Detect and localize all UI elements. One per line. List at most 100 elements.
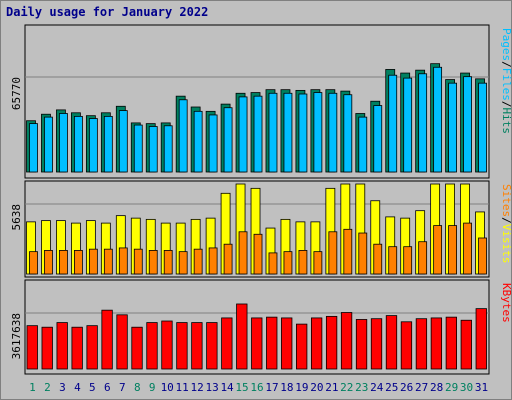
bar-kbytes-day-24: [370, 318, 383, 370]
x-tick-day-4: 4: [74, 381, 81, 394]
x-tick-day-16: 16: [250, 381, 263, 394]
bar-kbytes-day-25: [385, 315, 398, 370]
legend-separator: /: [500, 101, 512, 108]
bar-kbytes-day-17: [266, 316, 278, 370]
bar-kbytes-day-3: [56, 322, 68, 370]
bar-kbytes-day-12: [191, 322, 203, 370]
bar-files-day-19: [298, 93, 308, 173]
legend-visits_sites: Sites/Visits: [500, 184, 512, 264]
bar-files-day-27: [418, 73, 428, 173]
bar-kbytes-day-29: [445, 316, 457, 370]
bar-kbytes-day-18: [281, 317, 293, 370]
bar-files-day-20: [313, 92, 323, 173]
bar-sites-day-22: [343, 228, 353, 275]
bar-kbytes-day-28: [430, 317, 443, 370]
bar-files-day-10: [163, 125, 173, 173]
bar-files-day-25: [388, 74, 398, 173]
bar-sites-day-25: [388, 246, 398, 275]
bar-sites-day-30: [463, 222, 472, 275]
bar-files-day-31: [478, 82, 487, 173]
legend-separator: /: [500, 217, 512, 224]
bar-kbytes-day-19: [296, 323, 308, 370]
bar-kbytes-day-8: [131, 326, 143, 370]
x-tick-day-26: 26: [400, 381, 413, 394]
legend-hits_files: Pages/Files/Hits: [500, 28, 512, 134]
x-tick-day-7: 7: [119, 381, 126, 394]
bar-files-day-15: [238, 96, 248, 173]
bar-files-day-3: [59, 113, 68, 173]
x-tick-day-11: 11: [176, 381, 189, 394]
bar-sites-day-31: [478, 237, 487, 275]
bar-sites-day-18: [283, 251, 293, 275]
x-tick-day-22: 22: [340, 381, 353, 394]
bar-sites-day-8: [133, 248, 143, 275]
bar-files-day-11: [178, 99, 188, 173]
bar-kbytes-day-9: [146, 322, 158, 370]
bar-sites-day-21: [328, 231, 338, 275]
bar-files-day-29: [448, 82, 457, 173]
x-tick-day-12: 12: [191, 381, 204, 394]
bar-sites-day-16: [253, 233, 263, 275]
bar-kbytes-day-20: [310, 317, 323, 370]
x-tick-day-15: 15: [235, 381, 248, 394]
bar-kbytes-day-14: [221, 317, 233, 370]
bar-kbytes-day-11: [176, 322, 188, 370]
x-tick-day-2: 2: [44, 381, 51, 394]
bar-files-day-12: [193, 110, 203, 173]
x-tick-day-24: 24: [370, 381, 384, 394]
bar-kbytes-day-31: [475, 308, 487, 370]
x-tick-day-31: 31: [475, 381, 488, 394]
bar-kbytes-day-7: [116, 314, 128, 370]
bar-kbytes-day-15: [236, 303, 248, 370]
bar-files-day-28: [433, 66, 443, 173]
x-tick-day-10: 10: [161, 381, 174, 394]
bar-files-day-24: [373, 105, 383, 173]
x-tick-day-1: 1: [29, 381, 36, 394]
ymax-label-hits_files: 65770: [10, 77, 23, 110]
legend-files: Files: [500, 68, 512, 101]
x-tick-day-30: 30: [460, 381, 473, 394]
legend-kbytes: KBytes: [500, 283, 512, 323]
bar-files-day-6: [103, 115, 113, 173]
bar-sites-day-23: [358, 232, 368, 275]
legend-separator: /: [500, 61, 512, 68]
ymax-label-kbytes: 3617638: [10, 313, 23, 359]
bar-kbytes-day-13: [206, 322, 218, 370]
x-tick-day-19: 19: [295, 381, 308, 394]
x-tick-day-27: 27: [415, 381, 428, 394]
x-tick-day-6: 6: [104, 381, 111, 394]
legend-kbytes: KBytes: [500, 283, 512, 323]
bar-kbytes-day-1: [26, 325, 38, 370]
x-tick-day-17: 17: [265, 381, 278, 394]
bar-sites-day-1: [29, 251, 38, 275]
bar-sites-day-24: [373, 243, 383, 275]
x-tick-day-9: 9: [149, 381, 156, 394]
bar-sites-day-3: [59, 250, 68, 275]
x-tick-day-13: 13: [205, 381, 218, 394]
bar-kbytes-day-16: [251, 317, 263, 370]
bar-kbytes-day-27: [415, 318, 428, 370]
bar-files-day-30: [463, 76, 472, 173]
bar-sites-day-28: [433, 225, 443, 275]
bar-sites-day-15: [238, 231, 248, 275]
bar-kbytes-day-22: [340, 312, 353, 370]
bar-kbytes-day-10: [161, 320, 173, 370]
bar-files-day-5: [88, 118, 98, 173]
bar-files-day-18: [283, 92, 293, 173]
bar-sites-day-26: [403, 246, 413, 275]
bar-files-day-8: [133, 124, 143, 173]
bar-sites-day-19: [298, 250, 308, 275]
bar-sites-day-27: [418, 241, 428, 275]
bar-sites-day-14: [223, 243, 233, 275]
bar-kbytes-day-26: [400, 321, 413, 370]
legend-visits: Visits: [500, 224, 512, 264]
bar-sites-day-4: [74, 250, 83, 275]
bar-kbytes-day-23: [355, 319, 368, 370]
bar-files-day-14: [223, 107, 233, 173]
bar-kbytes-day-2: [41, 326, 53, 370]
bar-files-day-26: [403, 77, 413, 173]
legend-pages: Pages: [500, 28, 512, 61]
bar-files-day-16: [253, 95, 263, 173]
bar-sites-day-29: [448, 225, 457, 275]
